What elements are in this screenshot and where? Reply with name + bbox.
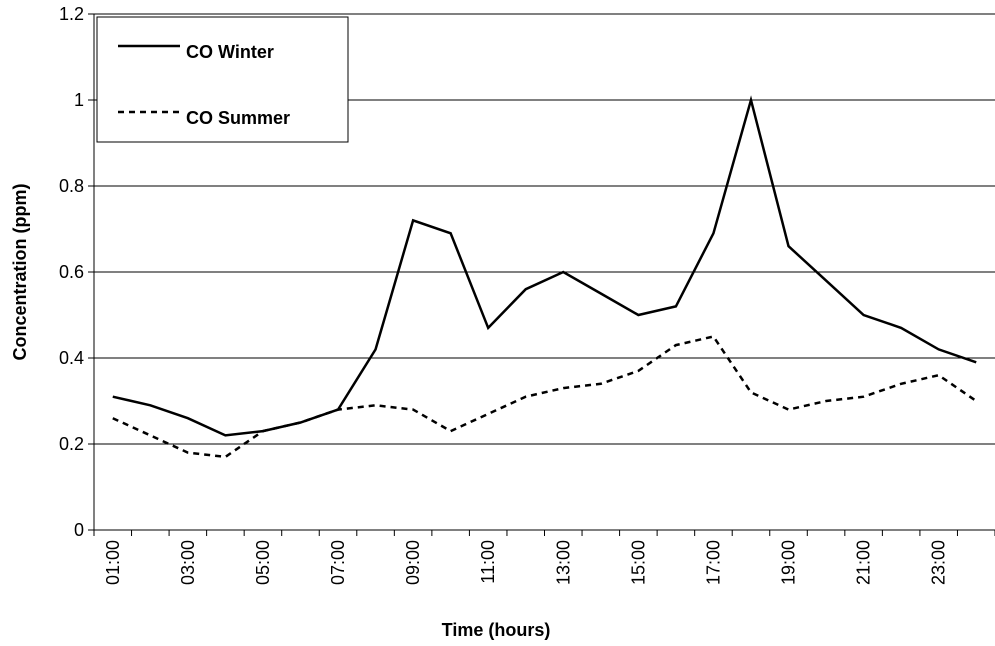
y-tick-label: 1.2 <box>59 4 84 24</box>
y-tick-label: 0 <box>74 520 84 540</box>
y-tick-label: 0.6 <box>59 262 84 282</box>
y-tick-label: 0.2 <box>59 434 84 454</box>
y-tick-label: 1 <box>74 90 84 110</box>
x-axis-title: Time (hours) <box>442 620 551 640</box>
x-tick-label: 19:00 <box>779 540 799 585</box>
x-tick-label: 15:00 <box>628 540 648 585</box>
x-tick-label: 07:00 <box>328 540 348 585</box>
x-tick-label: 05:00 <box>253 540 273 585</box>
legend-label: CO Winter <box>186 42 274 62</box>
y-axis-title: Concentration (ppm) <box>10 184 30 361</box>
x-tick-label: 23:00 <box>929 540 949 585</box>
series-line <box>112 95 977 437</box>
x-tick-label: 09:00 <box>403 540 423 585</box>
x-tick-label: 01:00 <box>103 540 123 585</box>
y-tick-label: 0.4 <box>59 348 84 368</box>
y-tick-label: 0.8 <box>59 176 84 196</box>
x-tick-label: 03:00 <box>178 540 198 585</box>
x-tick-label: 17:00 <box>703 540 723 585</box>
x-tick-label: 11:00 <box>478 540 498 584</box>
x-tick-label: 13:00 <box>553 540 573 585</box>
x-tick-label: 21:00 <box>854 540 874 585</box>
series-line <box>112 335 977 459</box>
legend-box <box>96 16 349 143</box>
legend-label: CO Summer <box>186 108 290 128</box>
